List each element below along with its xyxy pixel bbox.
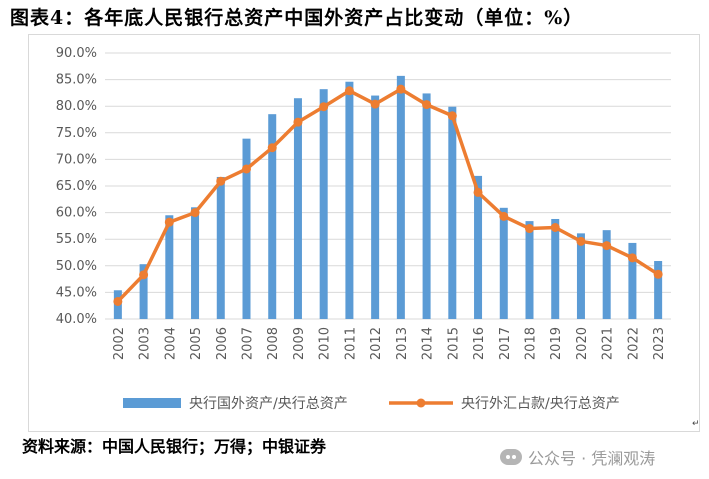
x-tick-label: 2021 <box>601 327 616 360</box>
y-tick-label: 60.0% <box>56 206 97 221</box>
line-point <box>550 222 560 232</box>
bar <box>319 89 328 319</box>
x-tick-label: 2022 <box>626 327 641 360</box>
line-point <box>602 241 612 251</box>
figure-title: 图表4：各年底人民银行总资产中国外资产占比变动（单位：%） <box>10 7 584 29</box>
bar <box>654 261 663 319</box>
line-point <box>370 99 380 109</box>
line-point <box>242 164 251 174</box>
chart-area: 40.0% 45.0% 50.0% 55.0% 60.0% 65.0% 70.0% 75.0%… <box>28 34 700 432</box>
bar <box>474 175 483 319</box>
x-tick-label: 2007 <box>241 327 256 360</box>
line-point <box>627 253 637 263</box>
y-tick-label: 65.0% <box>56 179 97 194</box>
line-point <box>576 236 586 246</box>
bar <box>499 207 508 319</box>
watermark-text: 公众号 · 凭澜观涛 <box>528 449 656 468</box>
line-point <box>267 143 277 153</box>
bar <box>216 176 225 319</box>
bar <box>551 218 560 319</box>
line-point <box>499 211 509 221</box>
x-tick-label: 2005 <box>189 327 204 360</box>
x-tick-label: 2002 <box>112 327 127 360</box>
x-tick-label: 2018 <box>524 327 539 360</box>
bar <box>422 93 431 319</box>
x-tick-label: 2011 <box>343 327 358 360</box>
y-tick-label: 80.0% <box>56 99 97 114</box>
x-tick-label: 2017 <box>498 327 513 360</box>
legend-bar-swatch <box>123 398 181 408</box>
y-tick-label: 90.0% <box>56 46 97 61</box>
line-point <box>473 187 483 197</box>
y-tick-label: 75.0% <box>56 126 97 141</box>
paragraph-mark: ↵ <box>692 419 700 429</box>
line-point <box>293 117 303 127</box>
y-tick-label: 85.0% <box>56 73 97 88</box>
x-tick-label: 2010 <box>318 327 333 360</box>
wechat-icon <box>500 449 522 465</box>
bar <box>448 106 457 320</box>
source-note: 资料来源：中国人民银行；万得；中银证券 <box>22 437 327 456</box>
chart-svg: 40.0% 45.0% 50.0% 55.0% 60.0% 65.0% 70.0% 75.0%… <box>56 46 671 412</box>
line-point <box>113 296 123 306</box>
bar <box>345 81 354 319</box>
x-tick-label: 2008 <box>266 327 281 360</box>
y-tick-label: 50.0% <box>56 259 97 274</box>
x-tick-label: 2020 <box>575 327 590 360</box>
legend-bar-label: 央行国外资产/央行总资产 <box>189 396 348 412</box>
x-tick-label: 2023 <box>652 327 667 360</box>
line-point <box>653 269 663 279</box>
bar <box>396 75 405 319</box>
x-tick-label: 2014 <box>421 327 436 360</box>
bar <box>293 98 302 319</box>
bar <box>191 207 200 319</box>
bar <box>242 138 251 319</box>
legend-line-marker <box>416 398 426 408</box>
bar <box>602 230 611 319</box>
bar <box>371 95 380 319</box>
x-tick-label: 2016 <box>472 327 487 360</box>
line-point <box>319 102 329 112</box>
y-tick-label: 70.0% <box>56 152 97 167</box>
line-point <box>164 217 174 227</box>
watermark: 公众号 · 凭澜观涛 <box>500 444 655 470</box>
line-point <box>216 176 226 186</box>
x-tick-label: 2012 <box>369 327 384 360</box>
x-tick-label: 2003 <box>138 327 153 360</box>
line-point <box>344 86 354 96</box>
x-tick-label: 2013 <box>395 327 410 360</box>
bar <box>139 264 148 319</box>
bar <box>525 221 534 319</box>
x-tick-label: 2006 <box>215 327 230 360</box>
bar <box>268 114 277 320</box>
y-tick-label: 45.0% <box>56 285 97 300</box>
x-tick-label: 2019 <box>549 327 564 360</box>
line-point <box>422 100 432 110</box>
line-series <box>116 87 660 303</box>
line-point <box>396 84 406 94</box>
y-tick-label: 40.0% <box>56 312 97 327</box>
legend-line-label: 央行外汇占款/央行总资产 <box>461 396 620 412</box>
line-point <box>447 111 457 121</box>
x-tick-label: 2015 <box>446 327 461 360</box>
line-point <box>139 270 149 280</box>
line-point <box>525 224 534 234</box>
bar <box>165 215 174 319</box>
bar <box>628 242 637 319</box>
bar <box>576 233 585 319</box>
y-tick-label: 55.0% <box>56 232 97 247</box>
x-tick-label: 2004 <box>163 327 178 360</box>
x-tick-label: 2009 <box>292 327 307 360</box>
line-point <box>190 208 200 218</box>
